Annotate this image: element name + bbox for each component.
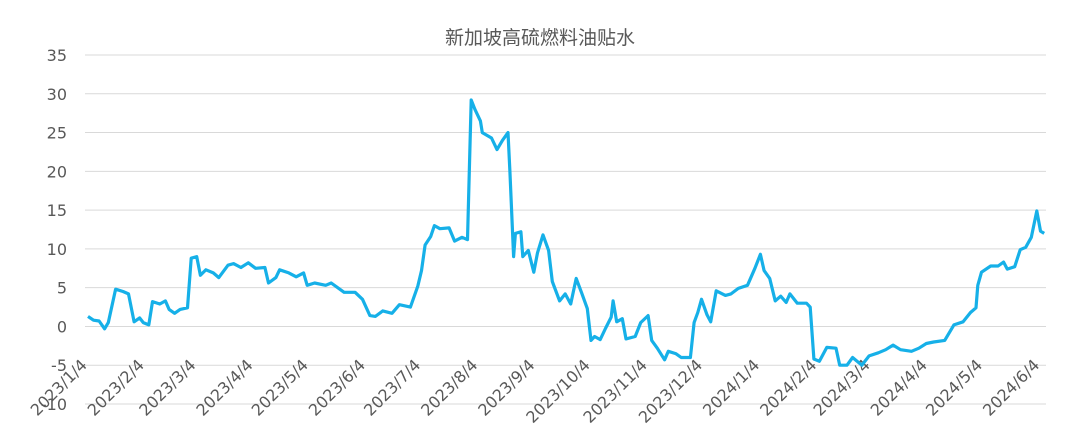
y-tick-label: 20: [47, 162, 67, 181]
y-tick-label: -10: [41, 395, 67, 414]
chart-title: 新加坡高硫燃料油贴水: [445, 27, 635, 49]
y-tick-label: 5: [57, 279, 67, 298]
y-tick-label: 30: [47, 85, 67, 104]
y-tick-label: 25: [47, 124, 67, 143]
y-tick-label: 10: [47, 240, 67, 259]
y-tick-label: -5: [51, 356, 67, 375]
y-tick-label: 35: [47, 46, 67, 65]
y-tick-label: 15: [47, 201, 67, 220]
data-line: [87, 98, 1046, 367]
y-tick-label: 0: [57, 317, 67, 336]
